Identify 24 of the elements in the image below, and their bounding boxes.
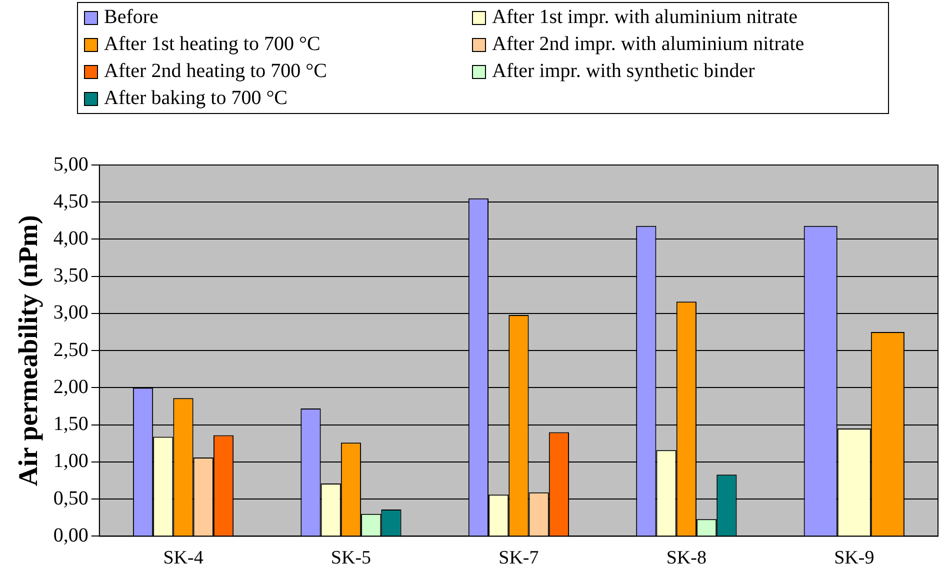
y-tick-label: 2,50 (53, 338, 88, 361)
y-tick-label: 5,00 (53, 153, 88, 176)
x-tick-label: SK-9 (834, 548, 874, 569)
y-tick-label: 3,50 (53, 264, 88, 287)
y-tick-label: 1,50 (53, 413, 88, 436)
y-tick-label: 2,00 (53, 376, 88, 398)
legend-label: After 2nd impr. with aluminium nitrate (492, 33, 804, 56)
x-tick-label: SK-8 (666, 548, 706, 569)
y-tick-label: 0,00 (53, 524, 88, 546)
y-tick-label: 0,50 (53, 487, 88, 510)
x-tick-label: SK-7 (498, 548, 539, 569)
legend-label: After baking to 700 °C (104, 87, 288, 110)
legend-label: After 2nd heating to 700 °C (104, 60, 327, 83)
y-tick-label: 4,50 (53, 190, 88, 212)
legend-label: After impr. with synthetic binder (492, 60, 755, 83)
x-tick-label: SK-4 (163, 548, 204, 569)
x-tick-label: SK-5 (330, 548, 372, 569)
legend-label: Before (104, 6, 158, 29)
y-tick-label: 3,00 (53, 302, 88, 324)
y-tick-label: 1,00 (53, 450, 88, 472)
legend-label: After 1st heating to 700 °C (104, 33, 320, 56)
y-axis-title: Air permeability (nPm) (13, 215, 44, 486)
y-tick-label: 4,00 (53, 227, 88, 250)
legend-label: After 1st impr. with aluminium nitrate (492, 6, 798, 29)
